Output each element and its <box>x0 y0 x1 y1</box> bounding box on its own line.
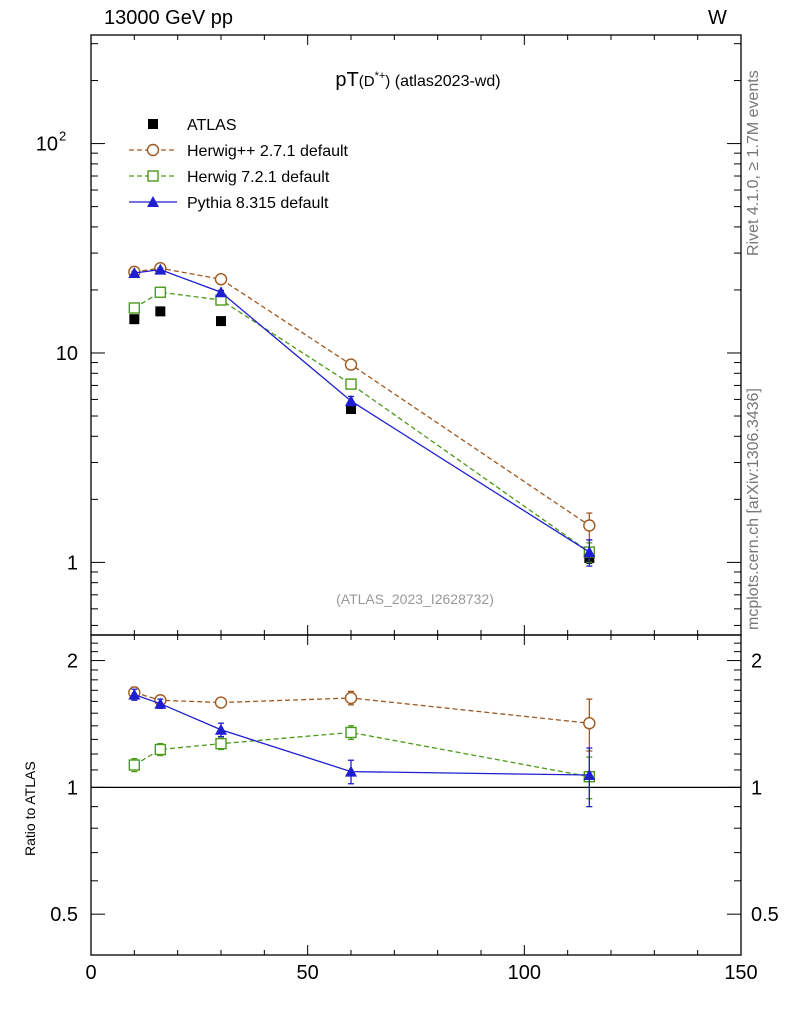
series-0-point <box>129 314 140 325</box>
y-tick-label: 10 <box>56 343 78 365</box>
legend-label-0: ATLAS <box>187 117 237 134</box>
series-0-point <box>155 306 166 317</box>
legend-marker-1 <box>146 143 160 157</box>
x-tick-label: 0 <box>85 962 96 984</box>
ratio-y-tick-label-right: 0.5 <box>751 904 779 926</box>
series-3-point <box>128 266 141 278</box>
series-0-point <box>216 316 226 327</box>
x-tick-label: 50 <box>297 962 319 984</box>
y-tick-label: 10 <box>36 134 58 156</box>
ratio-y-tick-label: 0.5 <box>50 904 78 926</box>
legend-marker-3 <box>147 196 159 207</box>
series-2-point <box>154 286 167 298</box>
legend-label-3: Pythia 8.315 default <box>187 195 329 212</box>
ratio-series-2-point <box>583 768 596 780</box>
legend-marker-0 <box>148 119 158 129</box>
x-tick-label: 100 <box>508 962 541 984</box>
analysis-tag: (ATLAS_2023_I2628732) <box>336 591 494 607</box>
ratio-y-tick-label-right: 2 <box>751 651 762 673</box>
ratio-series-0-point <box>214 696 228 709</box>
ratio-series-0-point <box>344 691 358 705</box>
ratio-y-tick-label: 1 <box>67 777 78 799</box>
ratio-plot-frame <box>90 634 742 956</box>
ratio-series-1-point <box>154 743 167 756</box>
ratio-series-1-line <box>134 731 590 778</box>
series-1-point <box>583 519 596 532</box>
ratio-series-2-point <box>215 723 227 735</box>
ratio-y-tick-label-right: 1 <box>751 777 762 799</box>
series-3-line <box>134 268 590 553</box>
chart-title: pT(D*+) (atlas2023-wd) <box>335 69 500 91</box>
series-1-line <box>134 267 590 527</box>
series-3-point <box>345 394 357 406</box>
ratio-series-1-point <box>128 759 141 771</box>
legend-label-1: Herwig++ 2.7.1 default <box>187 143 349 160</box>
ratio-series-0-point <box>583 717 596 730</box>
series-2-point <box>128 302 141 314</box>
series-3-point <box>154 263 167 275</box>
y-tick-label: 1 <box>67 552 78 574</box>
x-tick-label: 150 <box>724 962 757 984</box>
ratio-series-2-point <box>154 697 167 709</box>
ratio-series-2-point <box>345 765 357 777</box>
y-tick-label-exponent: 2 <box>59 129 66 144</box>
ratio-series-1-point <box>215 737 227 750</box>
series-2-point <box>345 378 357 390</box>
ratio-series-2-point <box>128 688 141 700</box>
series-1-point <box>214 273 228 286</box>
legend-marker-2 <box>147 170 159 182</box>
ratio-series-1-point <box>345 726 357 739</box>
header-left-energy: 13000 GeV pp <box>104 7 233 29</box>
series-3-point <box>583 546 596 558</box>
ratio-series-0-line <box>134 691 590 724</box>
legend-label-2: Herwig 7.2.1 default <box>187 169 330 186</box>
series-0-point <box>346 404 356 415</box>
series-1-point <box>344 358 358 371</box>
series-3-point <box>215 286 227 298</box>
header-right-process: W <box>708 7 727 29</box>
series-2-line <box>133 291 590 553</box>
ratio-y-tick-label: 2 <box>67 651 78 673</box>
